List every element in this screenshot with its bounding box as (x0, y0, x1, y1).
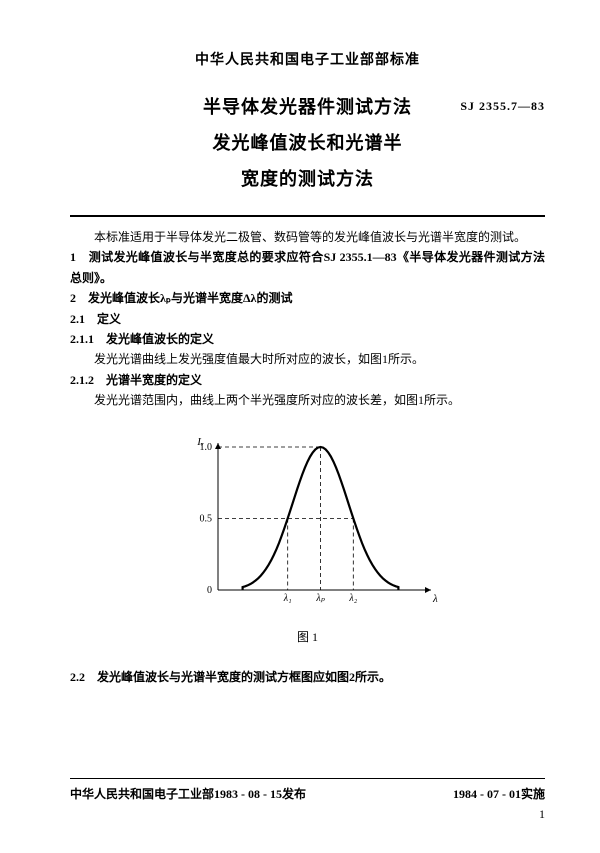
section-2-1-2: 2.1.2 光谱半宽度的定义 (70, 370, 545, 390)
section-2-1-1-body: 发光光谱曲线上发光强度值最大时所对应的波长，如图1所示。 (70, 349, 545, 369)
title-block: 半导体发光器件测试方法 发光峰值波长和光谱半 宽度的测试方法 SJ 2355.7… (70, 89, 545, 197)
svg-text:λ₁: λ₁ (282, 593, 291, 604)
figure-1-caption: 图 1 (70, 628, 545, 646)
section-2-1-2-body: 发光光谱范围内，曲线上两个半光强度所对应的波长差，如图1所示。 (70, 390, 545, 410)
section-2-1: 2.1 定义 (70, 309, 545, 329)
issuing-org: 中华人民共和国电子工业部部标准 (70, 50, 545, 71)
standard-code: SJ 2355.7—83 (460, 97, 545, 115)
footer: 中华人民共和国电子工业部1983 - 08 - 15发布 1984 - 07 -… (70, 772, 545, 823)
svg-text:λ: λ (432, 593, 438, 605)
page-number: 1 (70, 805, 545, 823)
footer-effective: 1984 - 07 - 01实施 (453, 785, 545, 803)
section-2: 2 发光峰值波长λₚ与光谱半宽度Δλ的测试 (70, 288, 545, 308)
svg-text:0: 0 (207, 585, 212, 596)
svg-text:Iᵥ: Iᵥ (196, 436, 204, 448)
title-line-3: 宽度的测试方法 (70, 161, 545, 197)
rule-bottom (70, 778, 545, 779)
section-2-2: 2.2 发光峰值波长与光谱半宽度的测试方框图应如图2所示。 (70, 668, 545, 686)
footer-publish: 中华人民共和国电子工业部1983 - 08 - 15发布 (70, 785, 306, 803)
section-1: 1 测试发光峰值波长与半宽度总的要求应符合SJ 2355.1—83《半导体发光器… (70, 247, 545, 288)
rule-top (70, 215, 545, 217)
figure-1: 1.00.50Iᵥλλ₁λₚλ₂ (70, 435, 545, 620)
spectrum-chart: 1.00.50Iᵥλλ₁λₚλ₂ (178, 435, 438, 615)
body-text: 本标准适用于半导体发光二极管、数码管等的发光峰值波长与光谱半宽度的测试。 1 测… (70, 227, 545, 411)
svg-text:λ₂: λ₂ (348, 593, 357, 604)
title-line-2: 发光峰值波长和光谱半 (70, 125, 545, 161)
svg-text:λₚ: λₚ (315, 593, 325, 604)
svg-text:0.5: 0.5 (199, 513, 212, 524)
intro-paragraph: 本标准适用于半导体发光二极管、数码管等的发光峰值波长与光谱半宽度的测试。 (70, 227, 545, 247)
section-2-1-1: 2.1.1 发光峰值波长的定义 (70, 329, 545, 349)
